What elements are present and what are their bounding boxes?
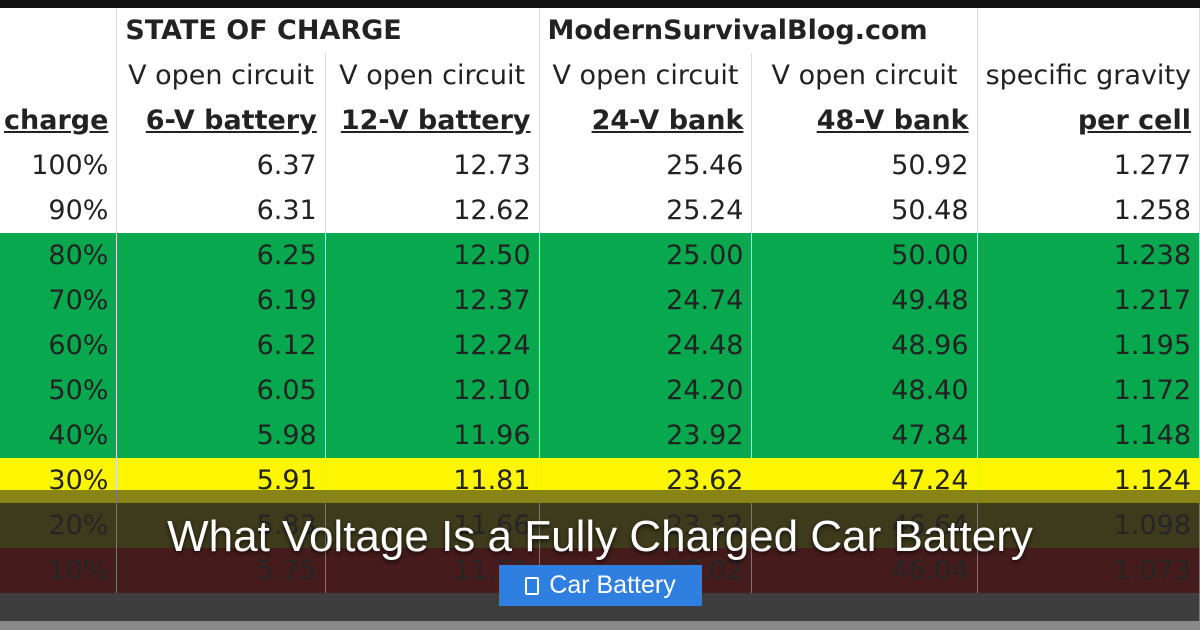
table-cell: 48.40	[751, 368, 978, 413]
sub-header: V open circuit	[539, 53, 753, 98]
header-row: charge 6-V battery 12-V battery 24-V ban…	[0, 98, 1200, 143]
table-cell: 24.48	[539, 323, 753, 368]
table-cell: 12.62	[325, 188, 540, 233]
empty-cell	[0, 8, 118, 53]
table-cell: 12.24	[325, 323, 540, 368]
table-cell: 80%	[0, 233, 118, 278]
table-cell: 25.24	[539, 188, 753, 233]
table-cell: 6.25	[116, 233, 326, 278]
category-badge[interactable]: Car Battery	[499, 565, 702, 606]
sub-header: specific gravity	[977, 53, 1200, 98]
caption-overlay	[0, 490, 1200, 630]
table-cell: 40%	[0, 413, 118, 458]
table-cell: 12.73	[325, 143, 540, 188]
table-row: 100% 6.37 12.73 25.46 50.92 1.277	[0, 143, 1200, 188]
table-cell: 1.195	[977, 323, 1200, 368]
table-row: 70% 6.19 12.37 24.74 49.48 1.217	[0, 278, 1200, 323]
column-header: 24-V bank	[539, 98, 753, 143]
table-cell: 6.31	[116, 188, 326, 233]
watermark: ModernSurvivalBlog.com	[539, 8, 978, 53]
top-border	[0, 0, 1200, 8]
column-header: per cell	[977, 98, 1200, 143]
table-row: 40% 5.98 11.96 23.92 47.84 1.148	[0, 413, 1200, 458]
column-header: 12-V battery	[325, 98, 540, 143]
table-cell: 12.10	[325, 368, 540, 413]
table-cell: 60%	[0, 323, 118, 368]
table-cell: 47.84	[751, 413, 978, 458]
table-cell: 6.05	[116, 368, 326, 413]
table-cell: 24.20	[539, 368, 753, 413]
table-cell: 50%	[0, 368, 118, 413]
table-cell: 6.19	[116, 278, 326, 323]
table-cell: 1.172	[977, 368, 1200, 413]
table-row: 80% 6.25 12.50 25.00 50.00 1.238	[0, 233, 1200, 278]
table-cell: 25.46	[539, 143, 753, 188]
table-cell: 6.37	[116, 143, 326, 188]
column-header: 48-V bank	[751, 98, 978, 143]
table-title: STATE OF CHARGE	[116, 8, 540, 53]
table-cell: 49.48	[751, 278, 978, 323]
sub-header: V open circuit	[751, 53, 978, 98]
sub-header: V open circuit	[116, 53, 326, 98]
table-cell: 24.74	[539, 278, 753, 323]
empty-cell	[0, 53, 118, 98]
sub-header: V open circuit	[325, 53, 540, 98]
table-cell: 5.98	[116, 413, 326, 458]
table-cell: 1.277	[977, 143, 1200, 188]
table-cell: 70%	[0, 278, 118, 323]
table-cell: 100%	[0, 143, 118, 188]
folder-icon	[525, 576, 540, 595]
empty-cell	[977, 8, 1200, 53]
table-cell: 1.258	[977, 188, 1200, 233]
table-cell: 50.92	[751, 143, 978, 188]
table-cell: 11.96	[325, 413, 540, 458]
title-row: STATE OF CHARGE ModernSurvivalBlog.com	[0, 8, 1200, 53]
table-row: 90% 6.31 12.62 25.24 50.48 1.258	[0, 188, 1200, 233]
article-headline: What Voltage Is a Fully Charged Car Batt…	[167, 512, 1033, 561]
table-cell: 50.00	[751, 233, 978, 278]
table-cell: 50.48	[751, 188, 978, 233]
table-cell: 12.37	[325, 278, 540, 323]
table-cell: 12.50	[325, 233, 540, 278]
table-cell: 25.00	[539, 233, 753, 278]
table-row: 60% 6.12 12.24 24.48 48.96 1.195	[0, 323, 1200, 368]
table-row: 50% 6.05 12.10 24.20 48.40 1.172	[0, 368, 1200, 413]
sub-header-row: V open circuit V open circuit V open cir…	[0, 53, 1200, 98]
table-cell: 90%	[0, 188, 118, 233]
table-cell: 6.12	[116, 323, 326, 368]
column-header: 6-V battery	[116, 98, 326, 143]
table-cell: 1.148	[977, 413, 1200, 458]
table-cell: 1.217	[977, 278, 1200, 323]
table-cell: 23.92	[539, 413, 753, 458]
table-cell: 48.96	[751, 323, 978, 368]
table-cell: 1.238	[977, 233, 1200, 278]
column-header: charge	[0, 98, 118, 143]
category-label: Car Battery	[549, 571, 676, 599]
